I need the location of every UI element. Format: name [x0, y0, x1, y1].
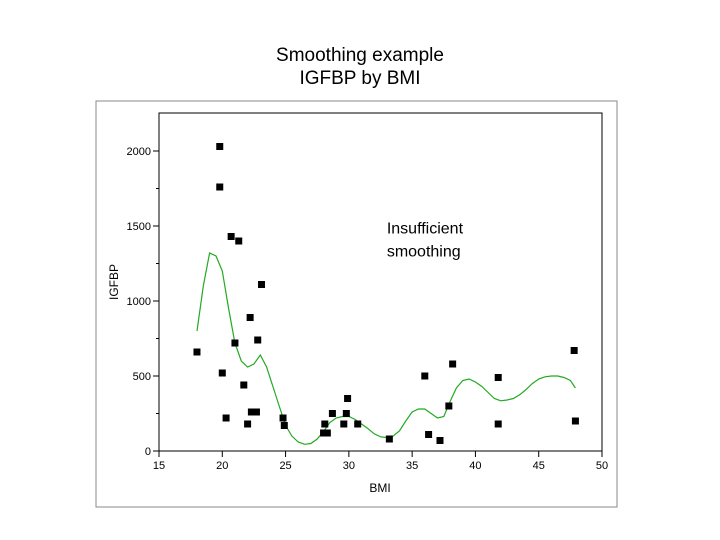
data-point [320, 429, 328, 437]
x-tick-label: 50 [596, 460, 608, 472]
chart-frame [95, 100, 618, 508]
annotation-line-2: smoothing [387, 244, 461, 261]
plot-area [158, 112, 603, 452]
x-tick-label: 40 [469, 460, 481, 472]
y-tick-label: 1000 [127, 296, 151, 308]
data-point [571, 417, 579, 425]
x-tick-label: 15 [153, 460, 165, 472]
y-tick-label: 1500 [127, 221, 151, 233]
data-point [342, 410, 350, 417]
data-point [231, 339, 239, 347]
data-point [494, 374, 502, 381]
title-line-1: Smoothing example [276, 45, 444, 66]
data-point [247, 408, 255, 416]
data-point [436, 437, 444, 444]
data-point [421, 372, 429, 380]
data-point [244, 420, 252, 428]
data-point [218, 369, 226, 377]
data-point [227, 233, 235, 240]
y-tick-label: 2000 [127, 146, 151, 158]
data-point [570, 347, 578, 354]
slide-title: Smoothing example IGFBP by BMI [0, 44, 720, 90]
data-point [216, 143, 224, 150]
data-point [252, 408, 260, 416]
y-tick-label: 500 [133, 371, 151, 383]
data-point [321, 420, 329, 428]
x-tick-label: 35 [406, 460, 418, 472]
title-line-2: IGFBP by BMI [299, 68, 421, 89]
scatter-points [193, 143, 579, 444]
data-point [323, 429, 331, 437]
data-point [279, 414, 287, 422]
y-tick-label: 0 [145, 446, 151, 458]
annotation-line-1: Insufficient [387, 221, 464, 238]
data-point [449, 360, 457, 368]
x-tick-label: 20 [216, 460, 228, 472]
data-point [385, 435, 393, 443]
x-tick-label: 25 [279, 460, 291, 472]
y-axis: 0 500 1000 1500 2000 [127, 146, 159, 458]
data-point [344, 395, 352, 402]
data-point [193, 348, 201, 356]
y-axis-label: IGFBP [107, 264, 121, 300]
data-point [425, 431, 433, 438]
data-point [354, 420, 362, 428]
x-tick-label: 30 [343, 460, 355, 472]
data-point [340, 420, 348, 428]
data-point [240, 381, 248, 389]
data-point [280, 422, 288, 429]
x-axis-label: BMI [369, 481, 390, 495]
data-point [258, 281, 266, 288]
data-point [246, 314, 254, 321]
data-point [254, 336, 262, 344]
data-point [328, 410, 336, 417]
data-point [235, 237, 243, 245]
x-axis: 15 20 25 30 35 40 45 50 [153, 451, 608, 472]
data-point [445, 402, 453, 410]
x-tick-label: 45 [533, 460, 545, 472]
data-point [216, 183, 224, 191]
data-point [222, 414, 230, 422]
data-point [494, 420, 502, 428]
